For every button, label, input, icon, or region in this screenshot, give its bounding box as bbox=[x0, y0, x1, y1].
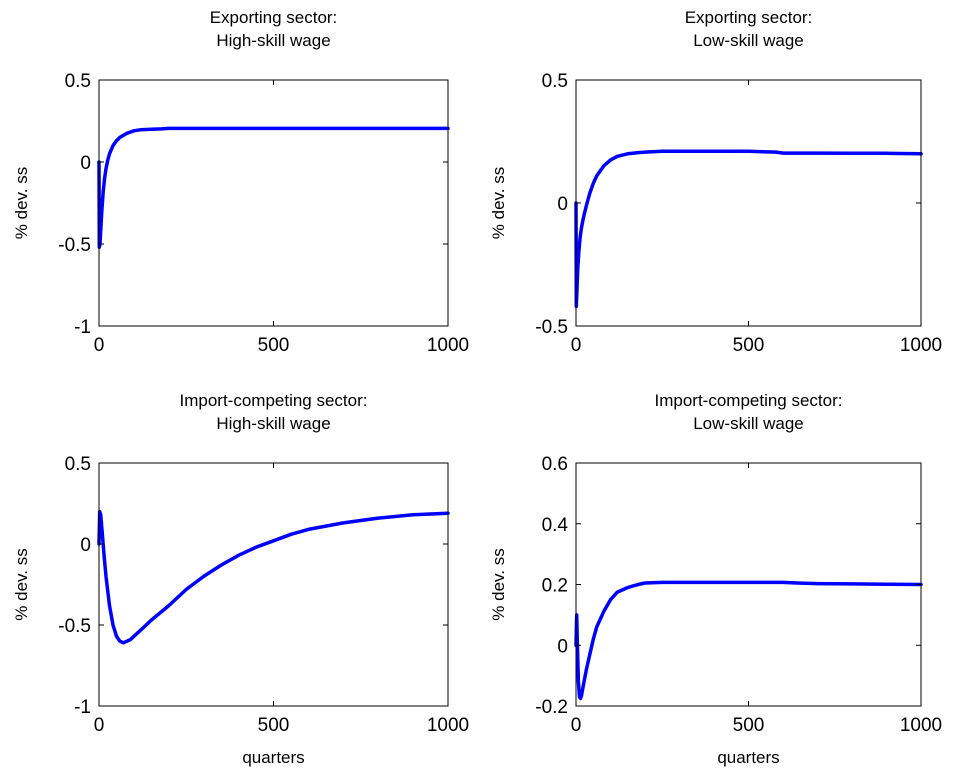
x-tick-label: 0 bbox=[94, 335, 105, 356]
subplot-3: 0 500 1000 -1 -0.5 0 0.5 Import-competing secto… bbox=[12, 391, 469, 767]
x-tick-label: 1000 bbox=[427, 715, 469, 736]
series-line bbox=[574, 580, 923, 701]
subplot-title-line: Low-skill wage bbox=[693, 414, 804, 433]
y-axis-label: % dev. ss bbox=[12, 167, 31, 239]
y-axis-label: % dev. ss bbox=[489, 548, 508, 620]
y-tick-label: 0 bbox=[557, 636, 568, 657]
x-tick-label: 500 bbox=[733, 335, 765, 356]
axes-frame bbox=[575, 79, 922, 327]
y-tick-label: -0.5 bbox=[58, 616, 91, 637]
subplot-title-line: Import-competing sector: bbox=[179, 391, 367, 410]
subplot-title-line: Exporting sector: bbox=[210, 8, 338, 27]
axes-frame bbox=[98, 462, 449, 707]
y-tick-label: -0.5 bbox=[535, 317, 568, 338]
y-tick-label: 0 bbox=[80, 535, 91, 556]
subplot-1: 0 500 1000 -1 -0.5 0 0.5 Exporting sector: High-… bbox=[12, 8, 469, 356]
y-tick-label: 0.5 bbox=[542, 71, 568, 92]
x-tick-label: 500 bbox=[733, 715, 765, 736]
y-tick-label: 0.5 bbox=[65, 454, 91, 475]
y-tick-label: -0.2 bbox=[535, 697, 568, 718]
x-tick-label: 1000 bbox=[900, 335, 942, 356]
series-line bbox=[97, 509, 450, 645]
x-axis-label: quarters bbox=[242, 748, 304, 767]
axes-frame bbox=[98, 79, 449, 327]
y-tick-label: 0 bbox=[557, 194, 568, 215]
y-axis-label: % dev. ss bbox=[12, 548, 31, 620]
subplot-title-line: Exporting sector: bbox=[685, 8, 813, 27]
y-axis-label: % dev. ss bbox=[489, 167, 508, 239]
x-tick-label: 1000 bbox=[427, 335, 469, 356]
series-line bbox=[97, 126, 450, 250]
x-tick-label: 500 bbox=[258, 335, 290, 356]
x-tick-label: 0 bbox=[571, 335, 582, 356]
y-tick-label: 0.5 bbox=[65, 71, 91, 92]
y-tick-label: -1 bbox=[74, 317, 91, 338]
y-tick-label: 0 bbox=[80, 153, 91, 174]
x-tick-label: 0 bbox=[94, 715, 105, 736]
subplot-title-line: Low-skill wage bbox=[693, 31, 804, 50]
y-tick-label: -1 bbox=[74, 697, 91, 718]
x-tick-label: 500 bbox=[258, 715, 290, 736]
subplot-title-line: Import-competing sector: bbox=[654, 391, 842, 410]
subplot-title-line: High-skill wage bbox=[216, 31, 330, 50]
x-axis-label: quarters bbox=[717, 748, 779, 767]
y-tick-label: 0.4 bbox=[542, 515, 569, 536]
x-tick-label: 1000 bbox=[900, 715, 942, 736]
series-line bbox=[574, 149, 923, 309]
y-tick-label: 0.6 bbox=[542, 454, 568, 475]
x-tick-label: 0 bbox=[571, 715, 582, 736]
y-tick-label: -0.5 bbox=[58, 235, 91, 256]
y-tick-label: 0.2 bbox=[542, 576, 568, 597]
subplot-title-line: High-skill wage bbox=[216, 414, 330, 433]
